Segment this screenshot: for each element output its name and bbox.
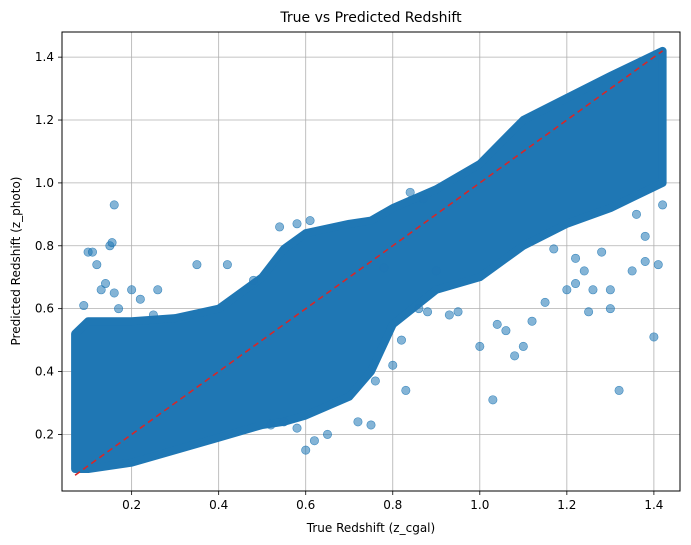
data-point (492, 319, 502, 329)
data-point (192, 260, 202, 270)
data-point (107, 238, 117, 248)
data-point (292, 219, 302, 229)
data-point (418, 194, 428, 204)
y-tick-label: 1.0 (35, 176, 54, 190)
dense-point-cloud (71, 46, 667, 473)
data-point (605, 285, 615, 295)
data-point (114, 304, 124, 314)
data-point (275, 222, 285, 232)
data-point (279, 417, 289, 427)
x-tick-label: 0.4 (209, 498, 228, 512)
data-point (153, 285, 163, 295)
x-tick-label: 1.0 (470, 498, 489, 512)
x-tick-label: 1.4 (644, 498, 663, 512)
data-point (222, 260, 232, 270)
data-point (396, 335, 406, 345)
y-tick-label: 0.8 (35, 239, 54, 253)
data-point (87, 247, 97, 257)
data-point (501, 326, 511, 336)
data-point (488, 395, 498, 405)
data-point (305, 216, 315, 226)
x-tick-label: 0.2 (122, 498, 141, 512)
data-point (401, 385, 411, 395)
data-point (405, 187, 415, 197)
data-points (71, 46, 668, 473)
plot-frame (61, 31, 681, 492)
data-point (423, 307, 433, 317)
data-point (631, 209, 641, 219)
data-point (92, 260, 102, 270)
data-point (527, 316, 537, 326)
data-point (292, 423, 302, 433)
data-point (649, 332, 659, 342)
data-point (248, 275, 258, 285)
data-point (549, 244, 559, 254)
axis-ticks: 0.2 0.4 0.6 0.8 1.0 1.2 1.4 0.2 0.4 0.6 0.8 1.0 1.2 1… (35, 50, 664, 512)
data-point (571, 279, 581, 289)
data-point (640, 231, 650, 241)
data-point (366, 420, 376, 430)
x-axis-label: True Redshift (z_cgal) (306, 521, 435, 535)
data-point (322, 429, 332, 439)
data-point (127, 285, 137, 295)
x-tick-label: 1.2 (557, 498, 576, 512)
data-point (584, 307, 594, 317)
data-point (562, 285, 572, 295)
chart-title: True vs Predicted Redshift (279, 10, 462, 26)
x-tick-label: 0.8 (383, 498, 402, 512)
data-point (101, 279, 111, 289)
data-point (614, 385, 624, 395)
data-point (571, 253, 581, 263)
x-tick-label: 0.6 (296, 498, 315, 512)
data-point (444, 310, 454, 320)
data-point (640, 256, 650, 266)
data-point (266, 420, 276, 430)
y-axis-label: Predicted Redshift (z_photo) (9, 177, 23, 346)
data-point (135, 294, 145, 304)
y-tick-label: 0.6 (35, 302, 54, 316)
data-point (588, 285, 598, 295)
data-point (370, 376, 380, 386)
data-point (597, 247, 607, 257)
data-point (653, 260, 663, 270)
data-point (518, 341, 528, 351)
data-point (414, 304, 424, 314)
data-point (579, 266, 589, 276)
data-point (379, 263, 389, 273)
data-point (96, 285, 106, 295)
data-point (605, 304, 615, 314)
data-point (540, 297, 550, 307)
data-point (109, 200, 119, 210)
data-point (109, 288, 119, 298)
data-point (510, 351, 520, 361)
data-point (627, 266, 637, 276)
data-point (453, 307, 463, 317)
data-point (148, 310, 158, 320)
data-point (353, 417, 363, 427)
data-point (388, 360, 398, 370)
y-tick-label: 1.4 (35, 50, 54, 64)
data-point (309, 436, 319, 446)
data-point (301, 445, 311, 455)
y-tick-label: 0.2 (35, 427, 54, 441)
y-tick-label: 1.2 (35, 113, 54, 127)
data-point (475, 341, 485, 351)
data-point (79, 301, 89, 311)
data-point (658, 200, 668, 210)
reference-line-layer (74, 50, 664, 476)
data-point (431, 266, 441, 276)
y-tick-label: 0.4 (35, 365, 54, 379)
ideal-reference-line (74, 50, 664, 476)
